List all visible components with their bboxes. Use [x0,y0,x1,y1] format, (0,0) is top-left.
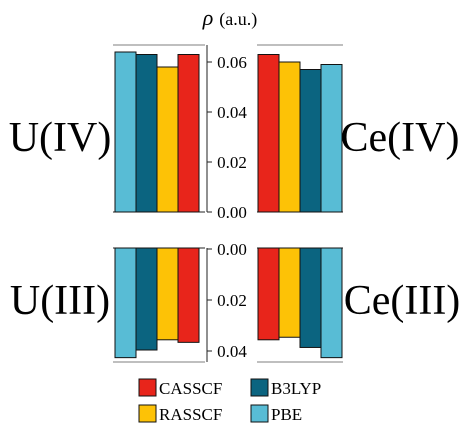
bar-ce-iii-b3lyp [299,247,322,348]
y-axis-label: ρ (a.u.) [202,5,258,30]
legend-swatch-b3lyp [250,378,269,397]
panel-label-ce-iv: Ce(IV) [341,115,460,161]
y-tick-label-upper: 0.04 [217,103,247,122]
panel-ce-iv: Ce(IV) [257,44,460,213]
panel-u-iii: U(III) [10,247,205,363]
bar-ce-iv-pbe [320,64,343,213]
y-tick-label-upper: 0.02 [217,153,247,172]
bar-ce-iii-pbe [320,247,343,359]
legend: CASSCF B3LYP RASSCF PBE [138,378,321,423]
panel-label-u-iii: U(III) [10,278,110,324]
panel-ce-iii: Ce(III) [257,247,461,363]
bar-u-iii-rasscf [156,247,179,341]
y-tick-label-upper: 0.00 [217,203,247,222]
y-axis-label-symbol: ρ [202,5,214,30]
legend-label-rasscf: RASSCF [159,405,222,423]
bar-ce-iv-casscf [257,54,280,213]
panel-label-ce-iii: Ce(III) [344,278,461,324]
bar-u-iv-rasscf [156,66,179,213]
y-tick-label-lower: 0.02 [217,291,247,310]
y-tick-label-lower: 0.00 [217,240,247,259]
panel-u-iv: U(IV) [9,44,205,213]
bar-u-iv-casscf [177,54,200,213]
legend-label-casscf: CASSCF [159,379,222,398]
bar-u-iv-pbe [114,51,137,213]
legend-label-pbe: PBE [271,405,302,423]
y-axis-lower: 0.00 0.02 0.04 [206,240,247,362]
legend-swatch-pbe [250,404,269,423]
bar-ce-iv-b3lyp [299,69,322,213]
bar-u-iv-b3lyp [135,54,158,213]
legend-swatch-rasscf [138,404,157,423]
y-axis-upper: 0.00 0.02 0.04 0.06 [206,45,247,222]
bar-ce-iii-casscf [257,247,280,341]
legend-swatch-casscf [138,378,157,397]
y-tick-label-lower: 0.04 [217,342,247,361]
y-axis-label-unit: (a.u.) [219,9,257,30]
bar-u-iii-b3lyp [135,247,158,351]
y-tick-label-upper: 0.06 [217,53,247,72]
bar-ce-iv-rasscf [278,61,301,213]
bar-u-iii-casscf [177,247,200,343]
bar-u-iii-pbe [114,247,137,359]
panel-label-u-iv: U(IV) [9,115,112,161]
legend-label-b3lyp: B3LYP [271,379,321,398]
bar-ce-iii-rasscf [278,247,301,338]
